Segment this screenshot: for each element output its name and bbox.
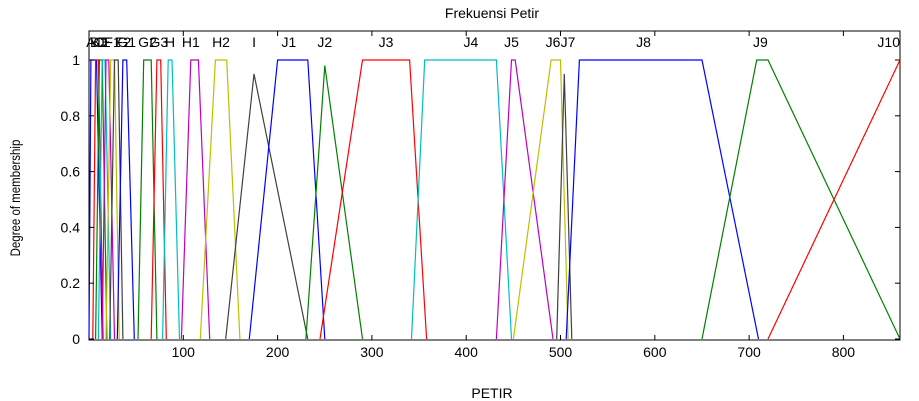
ticks-layer: 100 200 300 400 500 600 700 800 0 0.2 0.4 0.6 0.8 1 — [61, 31, 900, 360]
mf-label-h1: H1 — [182, 34, 200, 50]
series-line-j4 — [410, 59, 513, 340]
mf-label-j7: J7 — [561, 34, 576, 50]
x-tick-label: 700 — [737, 344, 761, 360]
mf-label-i: I — [252, 34, 256, 50]
mf-label-g2: G2 — [138, 34, 157, 50]
mf-label-g1: G1 — [117, 34, 136, 50]
series-line-j10 — [767, 59, 901, 340]
series-line-g3 — [150, 59, 167, 340]
mf-label-h: H — [165, 34, 175, 50]
series-line-j6 — [512, 59, 569, 340]
chart-title: Frekuensi Petir — [445, 5, 539, 21]
mf-label-h2: H2 — [212, 34, 230, 50]
series-line-h2 — [199, 59, 241, 340]
x-axis-label: PETIR — [471, 385, 512, 401]
y-tick-label: 0.4 — [61, 219, 81, 235]
series-layer — [88, 59, 901, 340]
y-tick-label: 0.2 — [61, 275, 81, 291]
mf-label-j8: J8 — [636, 34, 651, 50]
mf-label-f1: F1 — [104, 34, 121, 50]
mf-label-e: E — [101, 34, 110, 50]
series-line-h — [162, 59, 181, 340]
mf-label-j5: J5 — [504, 34, 519, 50]
series-line-j7 — [556, 73, 573, 340]
series-line-j8 — [565, 59, 760, 340]
x-tick-label: 500 — [549, 344, 573, 360]
x-tick-label: 800 — [832, 344, 856, 360]
plot-area: 100 200 300 400 500 600 700 800 0 0.2 0.4 0.6 0.8 1 A… — [61, 30, 901, 360]
series-line-j2 — [305, 65, 364, 340]
mf-label-c: C — [93, 34, 103, 50]
y-tick-label: 0.6 — [61, 164, 81, 180]
series-line-j1 — [248, 59, 326, 340]
y-tick-label: 1 — [72, 52, 80, 68]
x-tick-label: 200 — [266, 344, 290, 360]
x-tick-label: 400 — [455, 344, 479, 360]
mf-label-d: D — [97, 34, 107, 50]
mf-label-a: A — [86, 34, 96, 50]
series-line-f1 — [105, 59, 120, 340]
x-tick-label: 300 — [360, 344, 384, 360]
series-line-j9 — [701, 59, 901, 340]
series-line-h1 — [180, 59, 211, 340]
mf-label-j1: J1 — [282, 34, 297, 50]
series-line-j5 — [495, 59, 554, 340]
y-tick-label: 0.8 — [61, 108, 81, 124]
y-axis-label: Degree of membership — [7, 140, 23, 257]
series-line-i — [225, 73, 309, 340]
mf-label-j2: J2 — [317, 34, 332, 50]
series-line-g1 — [116, 59, 135, 340]
series-line-j3 — [319, 59, 428, 340]
mf-label-j9: J9 — [753, 34, 768, 50]
mf-label-b: B — [90, 34, 99, 50]
mf-label-j4: J4 — [464, 34, 479, 50]
plot-frame — [88, 30, 901, 341]
x-tick-label: 600 — [643, 344, 667, 360]
mf-label-g3: G3 — [149, 34, 168, 50]
y-tick-label: 0 — [72, 331, 80, 347]
x-tick-label: 100 — [172, 344, 196, 360]
mf-label-f2: F2 — [115, 34, 132, 50]
mf-label-j3: J3 — [379, 34, 394, 50]
mf-label-j6: J6 — [546, 34, 561, 50]
mf-label-j10: J10 — [877, 34, 900, 50]
